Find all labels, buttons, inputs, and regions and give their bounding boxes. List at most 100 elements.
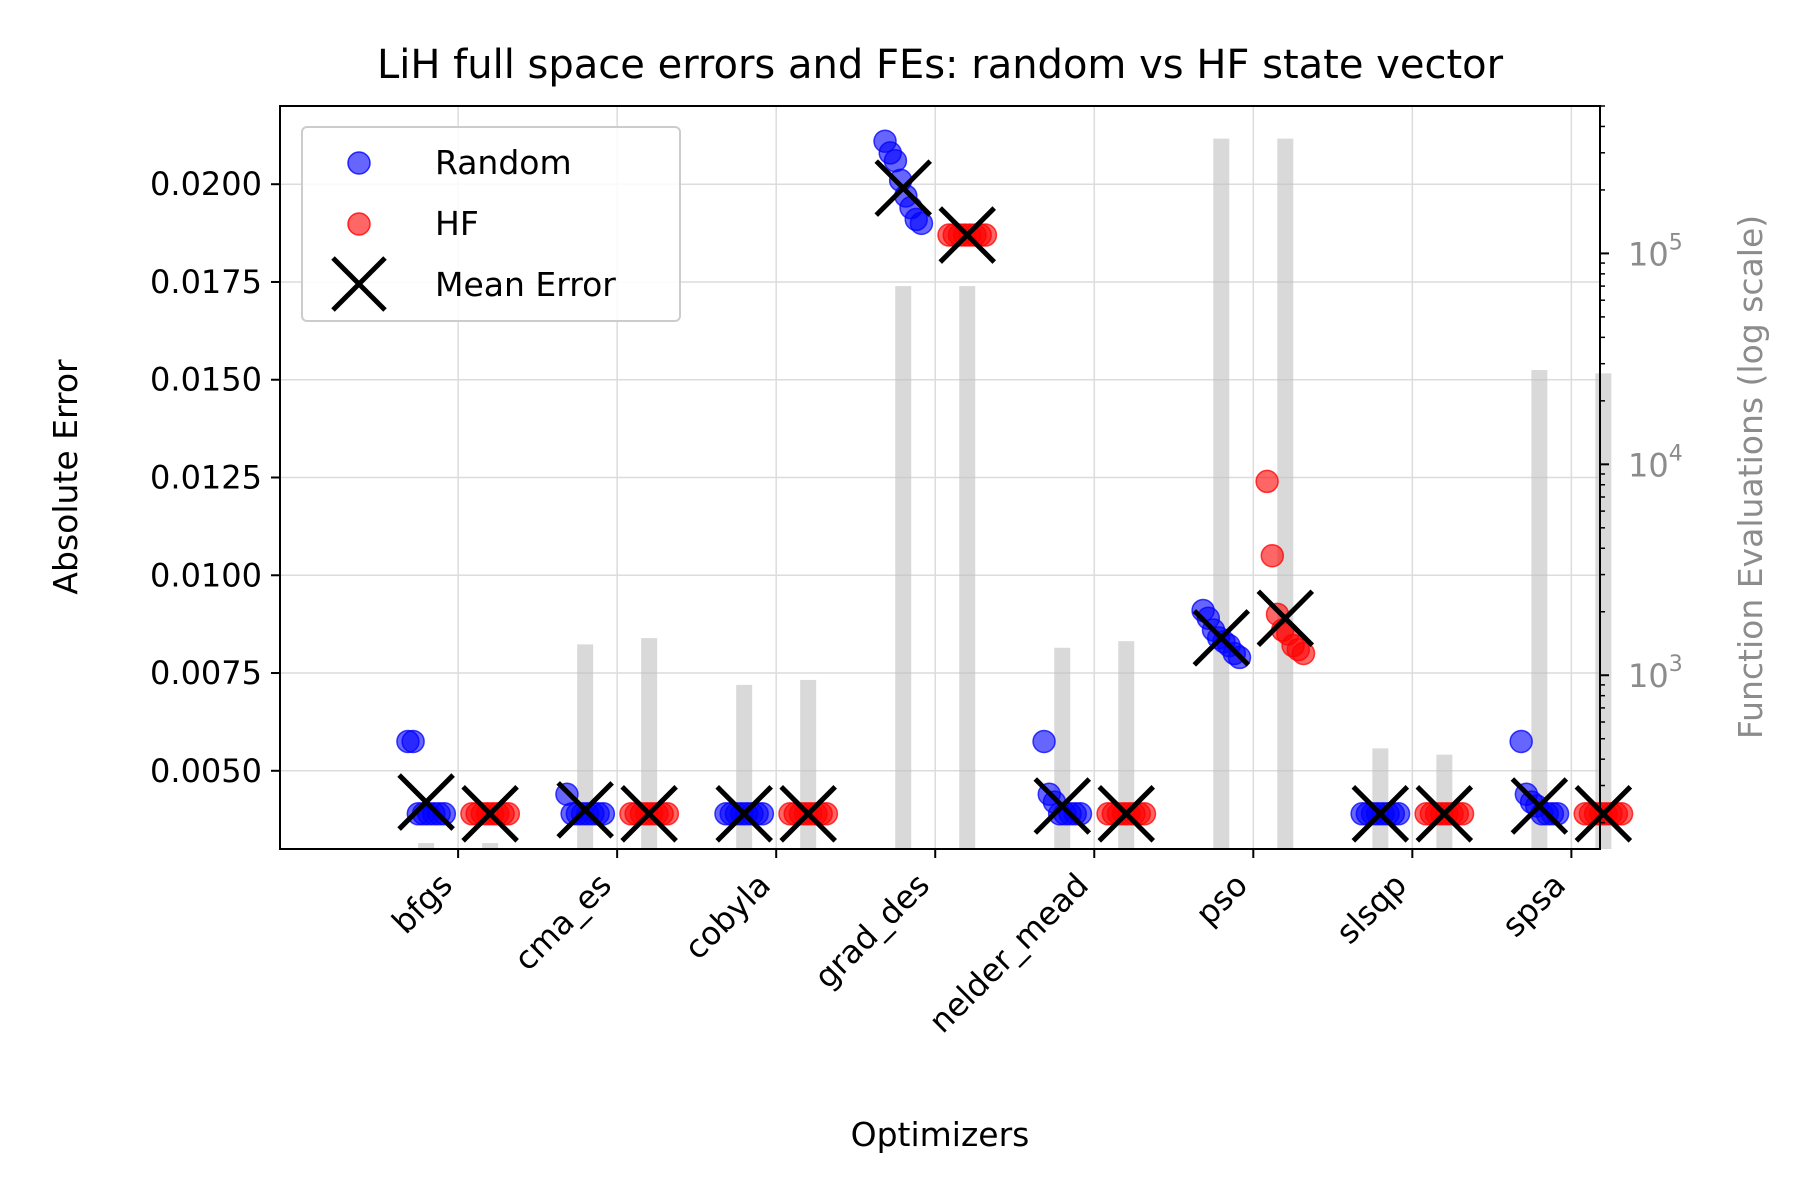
x-tick-label: grad_des (807, 866, 937, 996)
y-tick-label: 0.0125 (150, 459, 262, 497)
fe-bar-hf (1118, 641, 1135, 849)
legend-box (301, 126, 681, 322)
fe-bar-random (1213, 138, 1230, 849)
x-tick-label: slsqp (1329, 866, 1414, 951)
y2-tick-exponent: 4 (1669, 441, 1683, 466)
x-tick-label: bfgs (384, 866, 459, 941)
fe-bar-random (895, 286, 912, 849)
mean-stroke (461, 785, 519, 843)
left-y-axis: 0.0050 0.0075 0.0100 0.0125 0.0150 0.0175 0.02… (150, 165, 280, 790)
y-axis-label: Absolute Error (46, 359, 85, 595)
point-random (750, 802, 775, 826)
fe-bar-hf (1277, 138, 1294, 849)
point-random (401, 729, 425, 754)
mean-error-random (556, 781, 614, 839)
x-tick-label: cobyla (677, 866, 778, 967)
y2-axis-label: Function Evaluations (log scale) (1731, 215, 1770, 739)
point-random (432, 802, 457, 826)
point-random (1032, 729, 1056, 754)
mean-error-random (1510, 777, 1569, 835)
mean-stroke (1415, 785, 1474, 843)
mean-stroke (1033, 777, 1092, 835)
point-hf (814, 802, 839, 826)
fe-bar-random (577, 644, 594, 849)
mean-error-random (1351, 785, 1410, 843)
mean-stroke (874, 159, 932, 217)
fe-bar-random (1531, 370, 1548, 849)
mean-stroke (620, 785, 678, 843)
legend-mean-error-label: Mean Error (435, 265, 616, 304)
fe-bar-random (1372, 748, 1389, 849)
point-random (909, 211, 934, 236)
mean-stroke (938, 206, 996, 264)
y2-tick-exponent: 5 (1669, 230, 1683, 255)
mean-error-hf (1415, 785, 1474, 843)
mean-error-random (397, 773, 455, 831)
mean-error-hf (620, 785, 678, 843)
point-hf (1132, 802, 1157, 826)
fe-bar-hf (641, 638, 658, 849)
mean-error-hf (461, 785, 519, 843)
mean-stroke (715, 785, 773, 843)
y-tick-label: 0.0100 (150, 556, 262, 594)
mean-stroke (1351, 785, 1410, 843)
y-tick-label: 0.0050 (150, 752, 262, 790)
fe-bar-random (418, 843, 435, 849)
x-tick-label: spsa (1494, 866, 1573, 945)
y2-tick-label: 103 (1628, 652, 1683, 695)
mean-error-random (715, 785, 773, 843)
mean-error-hf (779, 785, 837, 843)
legend-mean-error-marker (331, 256, 387, 312)
chart-title: LiH full space errors and FEs: random vs… (377, 42, 1504, 88)
legend-hf-label: HF (435, 204, 479, 243)
mean-stroke (1097, 785, 1156, 843)
mean-stroke (1192, 609, 1251, 667)
point-random (883, 148, 908, 173)
y2-tick-exponent: 3 (1669, 652, 1683, 677)
mean-error-hf (1256, 589, 1315, 648)
point-hf (973, 223, 998, 247)
y2-tick-label: 104 (1628, 441, 1683, 484)
x-tick-label: nelder_mead (921, 866, 1096, 1041)
point-hf (1255, 469, 1279, 494)
right-y-axis: 103 104 105 (1600, 105, 1683, 824)
legend-random-label: Random (435, 143, 572, 182)
y-tick-label: 0.0175 (150, 263, 262, 301)
y-tick-label: 0.0075 (150, 654, 262, 692)
mean-error-markers (397, 159, 1633, 843)
mean-stroke (1574, 785, 1633, 843)
mean-stroke (397, 773, 455, 831)
y2-tick-label: 105 (1628, 230, 1683, 273)
legend-hf-marker (347, 212, 371, 236)
fe-bar-hf (482, 843, 499, 849)
mean-error-hf (1097, 785, 1156, 843)
point-random (1386, 802, 1411, 826)
mean-stroke (1256, 589, 1315, 648)
x-tick-label: pso (1188, 866, 1255, 933)
legend-random-marker (347, 151, 371, 175)
x-tick-label: cma_es (507, 866, 619, 978)
mean-error-hf (1574, 785, 1633, 843)
fe-bar-hf (1436, 754, 1453, 849)
mean-stroke (556, 781, 614, 839)
mean-error-random (874, 159, 932, 217)
x-axis-label: Optimizers (851, 1115, 1030, 1154)
mean-stroke (1510, 777, 1569, 835)
point-hf (496, 802, 521, 826)
fe-bar-hf (959, 286, 976, 849)
point-hf (1291, 641, 1316, 666)
mean-error-random (1033, 777, 1092, 835)
y-tick-label: 0.0200 (150, 165, 262, 203)
point-hf (1609, 802, 1634, 826)
point-hf (1260, 543, 1285, 568)
y-tick-label: 0.0150 (150, 361, 262, 399)
point-hf (655, 802, 680, 826)
point-random (1509, 729, 1533, 754)
mean-error-hf (938, 206, 996, 264)
mean-stroke (779, 785, 837, 843)
legend: Random HF Mean Error (301, 126, 681, 322)
mean-error-random (1192, 609, 1251, 667)
point-hf (1450, 802, 1475, 826)
